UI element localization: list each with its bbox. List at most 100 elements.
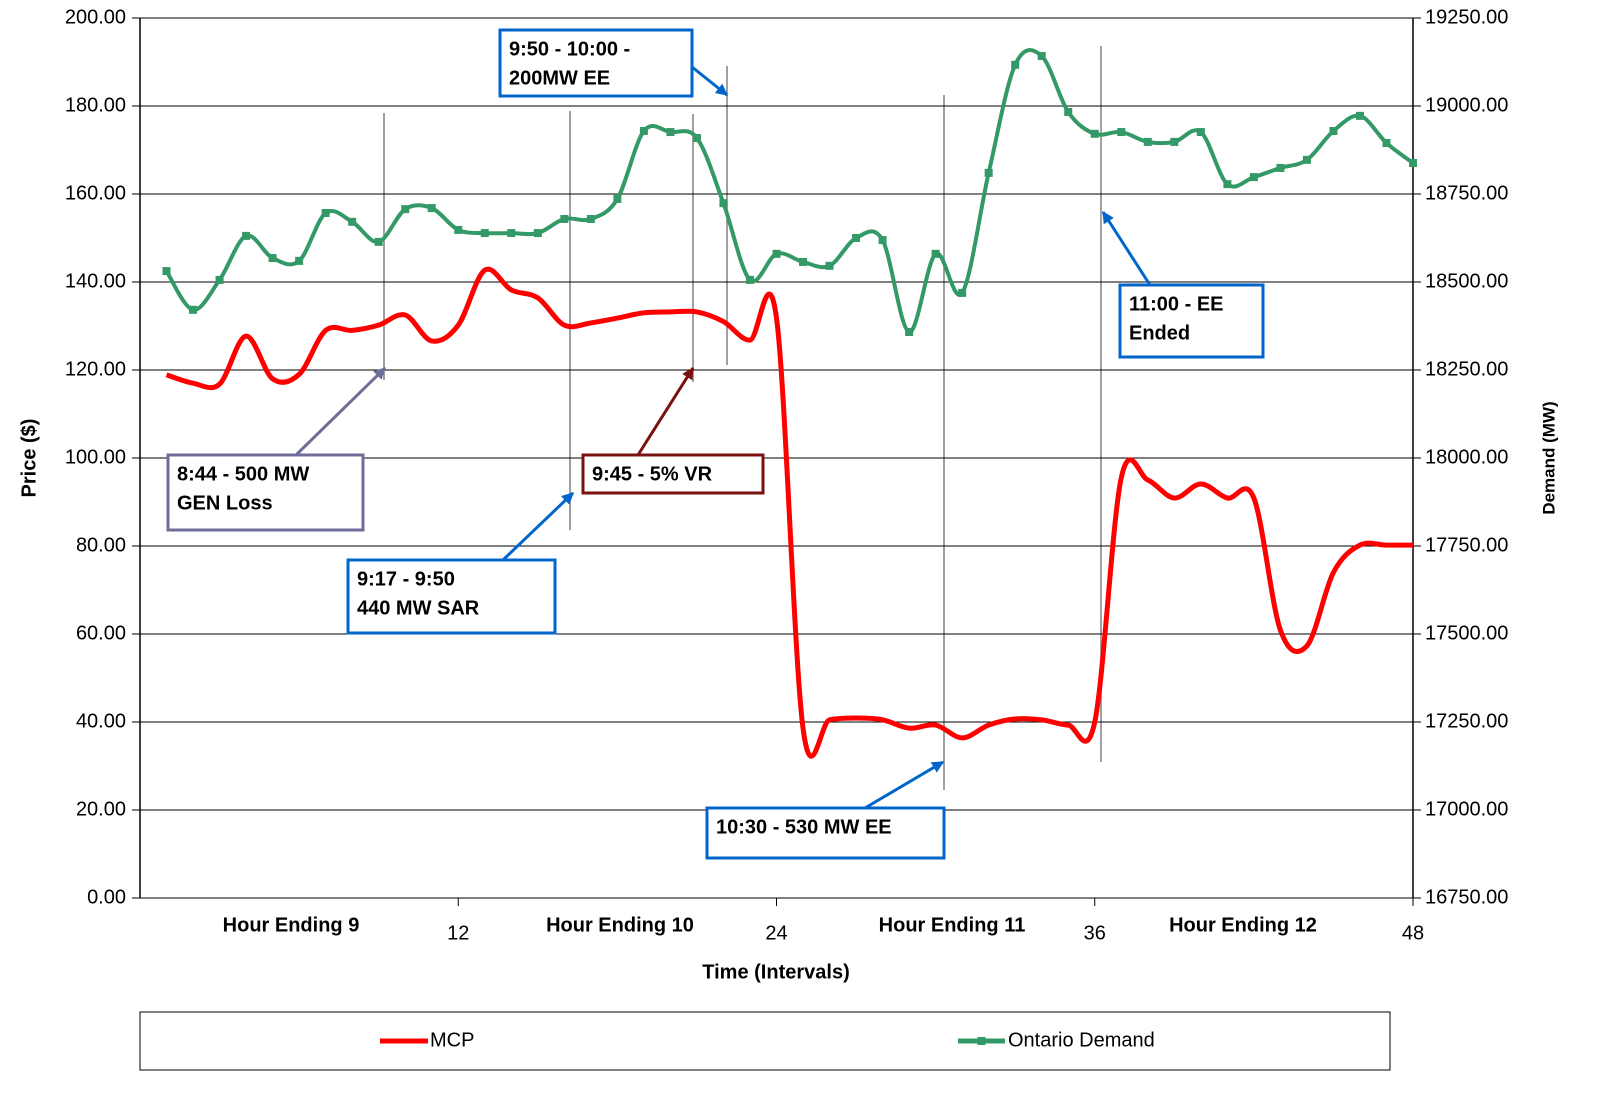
y2-tick-label: 18500.00 <box>1425 270 1508 292</box>
point-marker <box>162 267 171 276</box>
point-marker <box>560 214 569 223</box>
point-marker <box>401 205 410 214</box>
event-lines <box>383 46 1102 790</box>
y2-tick-label: 18750.00 <box>1425 182 1508 204</box>
annotation-text: Ended <box>1129 322 1190 344</box>
y2-tick-label: 17750.00 <box>1425 534 1508 556</box>
point-marker <box>984 168 993 177</box>
point-marker <box>189 305 198 314</box>
annotation-arrow <box>294 366 387 457</box>
annotation-text: GEN Loss <box>177 492 273 514</box>
x-group-label: Hour Ending 12 <box>1169 914 1317 936</box>
annotation-arrow <box>864 760 945 810</box>
y2-tick-label: 17250.00 <box>1425 710 1508 732</box>
y-tick-label: 140.00 <box>65 270 126 292</box>
y2-tick-label: 18250.00 <box>1425 358 1508 380</box>
point-marker <box>480 229 489 238</box>
point-marker <box>666 128 675 137</box>
legend-box <box>139 1011 1391 1071</box>
point-marker <box>958 288 967 297</box>
point-marker <box>348 217 357 226</box>
x-group-label: Hour Ending 10 <box>546 914 694 936</box>
point-marker <box>1302 155 1311 164</box>
point-marker <box>745 275 754 284</box>
x-group-label: Hour Ending 9 <box>223 914 360 936</box>
point-marker <box>1011 60 1020 69</box>
legend-marker <box>977 1037 986 1045</box>
point-marker <box>1117 128 1126 137</box>
series-line <box>165 266 1413 759</box>
legend-label: Ontario Demand <box>1008 1029 1155 1051</box>
y2-tick-label: 16750.00 <box>1425 886 1508 908</box>
point-marker <box>586 214 595 223</box>
point-marker <box>1382 138 1391 147</box>
y-tick-label: 160.00 <box>65 182 126 204</box>
y-tick-label: 20.00 <box>76 798 126 820</box>
point-marker <box>613 194 622 203</box>
y-tick-label: 100.00 <box>65 446 126 468</box>
legend-label: MCP <box>430 1029 474 1051</box>
x-tick-label: 24 <box>765 922 787 944</box>
y2-axis-title: Demand (MW) <box>1539 401 1558 514</box>
y-tick-label: 60.00 <box>76 622 126 644</box>
y-tick-label: 200.00 <box>65 6 126 28</box>
point-marker <box>1064 107 1073 116</box>
point-marker <box>719 199 728 208</box>
point-marker <box>905 327 914 336</box>
annotation-box <box>166 453 365 532</box>
point-marker <box>1196 128 1205 137</box>
annotation-text: 11:00 - EE <box>1129 293 1224 315</box>
annotation-box <box>1118 283 1265 359</box>
point-marker <box>295 256 304 265</box>
annotation-arrow <box>1101 210 1152 286</box>
point-marker <box>799 257 808 266</box>
point-marker <box>1090 129 1099 138</box>
y-axis-title: Price ($) <box>18 419 40 498</box>
point-marker <box>1355 111 1364 120</box>
x-tick-label: 12 <box>447 922 469 944</box>
annotation-text: 200MW EE <box>509 67 610 89</box>
annotation-box <box>498 28 694 98</box>
point-marker <box>1409 159 1417 168</box>
y-tick-label: 0.00 <box>87 886 126 908</box>
point-marker <box>242 231 251 240</box>
annotation-text: 440 MW SAR <box>357 597 480 619</box>
y-tick-label: 40.00 <box>76 710 126 732</box>
point-marker <box>878 236 887 245</box>
point-marker <box>215 275 224 284</box>
point-marker <box>533 229 542 238</box>
annotation-arrow <box>636 366 695 456</box>
x-axis-title: Time (Intervals) <box>702 961 849 983</box>
y-tick-label: 180.00 <box>65 94 126 116</box>
annotation-text: 10:30 - 530 MW EE <box>716 816 892 838</box>
x-tick-label: 36 <box>1084 922 1106 944</box>
point-marker <box>852 234 861 242</box>
y2-tick-label: 19250.00 <box>1425 6 1508 28</box>
point-marker <box>692 134 701 143</box>
point-marker <box>1143 137 1152 146</box>
point-marker <box>1276 163 1285 172</box>
annotation-text: 8:44 - 500 MW <box>177 463 309 485</box>
annotation-text: 9:50 - 10:00 - <box>509 38 630 60</box>
x-group-label: Hour Ending 11 <box>879 914 1026 936</box>
point-marker <box>321 209 330 218</box>
point-marker <box>1329 126 1338 135</box>
y2-tick-label: 18000.00 <box>1425 446 1508 468</box>
annotation-box <box>581 453 765 495</box>
annotation-arrow <box>691 65 728 97</box>
annotation-box <box>346 558 557 635</box>
annotation-box <box>705 806 946 860</box>
point-marker <box>639 126 648 135</box>
annotation-arrow <box>501 491 575 562</box>
point-marker <box>931 249 940 258</box>
point-marker <box>268 254 277 263</box>
annotation-text: 9:45 - 5% VR <box>592 463 713 485</box>
point-marker <box>1249 173 1258 182</box>
point-marker <box>825 261 834 270</box>
y2-tick-label: 19000.00 <box>1425 94 1508 116</box>
point-marker <box>454 225 463 234</box>
x-tick-label: 48 <box>1402 922 1424 944</box>
y-tick-label: 80.00 <box>76 534 126 556</box>
y2-tick-label: 17000.00 <box>1425 798 1508 820</box>
